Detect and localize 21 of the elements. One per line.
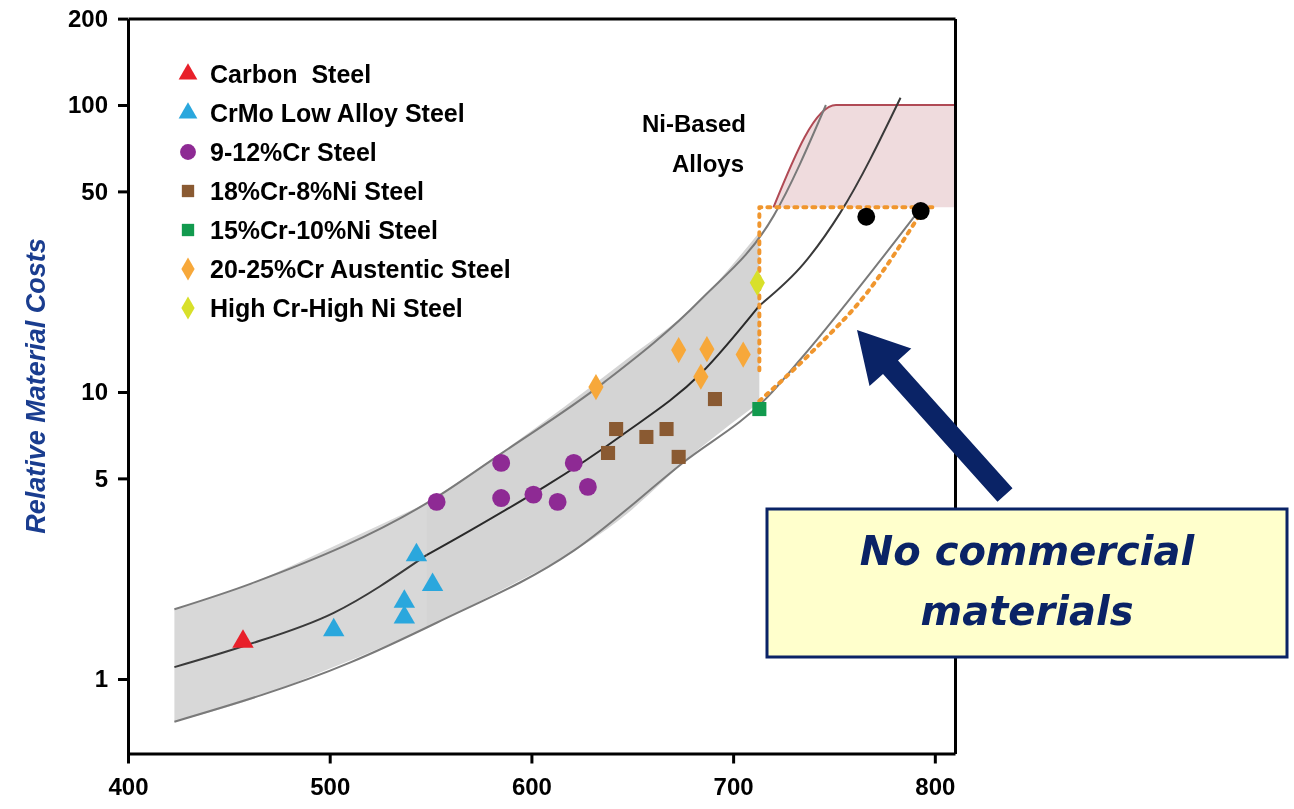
y-tick-label: 5 (94, 464, 108, 492)
y-tick-label: 100 (67, 91, 108, 119)
x-tick-label: 800 (915, 772, 956, 800)
legend-label: Carbon Steel (210, 60, 372, 88)
y-tick-label: 1 (94, 665, 108, 693)
y-tick-label: 200 (67, 4, 108, 32)
y-axis-title: Relative Material Costs (21, 238, 51, 534)
x-tick-label: 400 (108, 772, 149, 800)
x-tick-label: 500 (310, 772, 351, 800)
legend-label: 15%Cr-10%Ni Steel (210, 216, 438, 244)
y-tick-label: 50 (81, 177, 108, 205)
y-tick-label: 10 (81, 378, 108, 406)
annotation: No commercial materials (859, 528, 1196, 634)
x-tick-label: 600 (511, 772, 552, 800)
x-tick-label: 700 (713, 772, 754, 800)
annotation: Ni-Based Alloys (642, 110, 747, 177)
legend-label: 20-25%Cr Austentic Steel (210, 255, 511, 283)
legend-label: High Cr-High Ni Steel (210, 294, 463, 322)
legend-label: 18%Cr-8%Ni Steel (210, 177, 424, 205)
legend-label: 9-12%Cr Steel (210, 138, 377, 166)
legend-label: CrMo Low Alloy Steel (210, 99, 465, 127)
